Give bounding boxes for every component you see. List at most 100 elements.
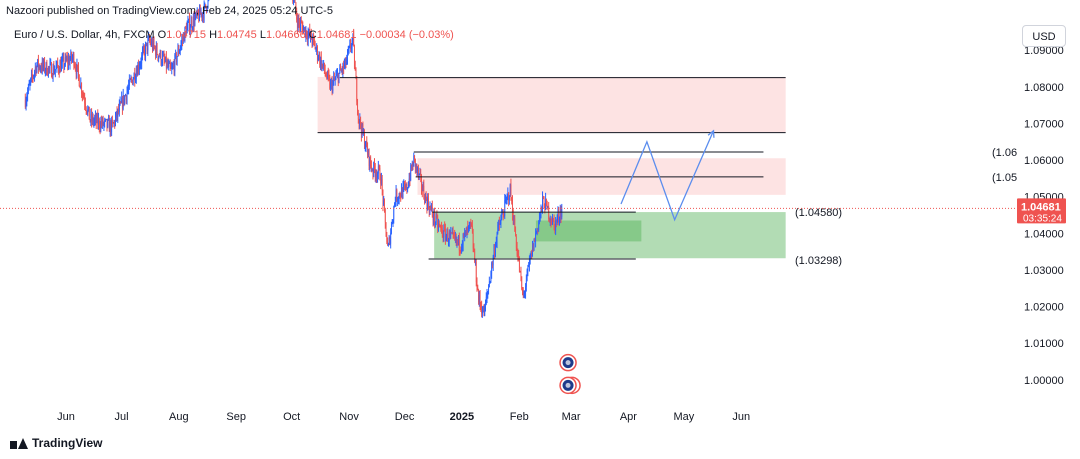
candle-body (300, 21, 302, 23)
candle-body (169, 62, 171, 67)
candle-body (422, 185, 424, 191)
candle (552, 217, 554, 223)
candle (47, 67, 49, 77)
candle (174, 53, 176, 77)
candle (350, 38, 352, 53)
candle-body (325, 73, 327, 77)
candle (203, 0, 205, 23)
candle-body (552, 217, 554, 220)
candle-body (142, 51, 143, 56)
candle-body (467, 227, 469, 229)
candle-body (519, 259, 520, 272)
candle (54, 69, 56, 78)
candle-body (31, 74, 32, 79)
candle-body (67, 58, 69, 64)
y-tick-label: 1.06000 (1024, 155, 1064, 167)
candle (306, 30, 308, 46)
candle (431, 203, 433, 212)
candle-body (145, 44, 146, 57)
candle-body (370, 157, 372, 166)
candle (145, 41, 147, 62)
candle (498, 216, 500, 231)
candle-body (92, 116, 94, 124)
candle-body (61, 58, 63, 63)
candle-body (423, 185, 425, 198)
candle-body (512, 200, 513, 216)
candle (310, 31, 312, 43)
candle-body (78, 66, 79, 76)
candle-body (508, 193, 510, 201)
candle (550, 218, 552, 228)
candle (499, 219, 501, 225)
candle-body (195, 13, 197, 18)
candle (32, 74, 34, 83)
candle (383, 195, 385, 206)
candle (298, 13, 300, 28)
candle (199, 4, 201, 22)
candle-body (51, 63, 52, 77)
candle (178, 49, 180, 54)
candle (129, 77, 131, 81)
candle (486, 288, 488, 304)
candle-body (129, 79, 131, 80)
candle (332, 79, 334, 94)
candle (477, 284, 479, 291)
high-value: 1.04745 (217, 29, 257, 41)
candle (398, 192, 400, 205)
candle-body (88, 106, 89, 109)
candle (339, 64, 341, 74)
candle (409, 172, 411, 187)
candle (49, 57, 51, 74)
currency-button[interactable]: USD (1022, 25, 1066, 47)
candle-body (108, 119, 109, 121)
candle-body (444, 227, 446, 230)
candle (547, 205, 549, 209)
candle-body (446, 230, 448, 236)
candle-body (350, 47, 352, 49)
candle (200, 7, 202, 18)
candle-body (392, 219, 394, 224)
candle (77, 62, 79, 81)
candle-body (339, 67, 341, 73)
candle-body (418, 168, 419, 176)
candle (158, 53, 160, 58)
candle (347, 49, 349, 65)
candle (34, 62, 36, 78)
candle-body (44, 70, 46, 72)
candle (33, 74, 35, 80)
candle (388, 234, 390, 246)
candle (179, 45, 181, 56)
candle-body (41, 68, 42, 71)
candle-body (368, 149, 370, 166)
x-tick-label: Feb (510, 411, 529, 423)
candle (296, 13, 298, 35)
candle-body (491, 263, 493, 274)
candle (202, 6, 204, 24)
candle-body (371, 165, 372, 171)
candle (508, 192, 510, 207)
candle (323, 62, 325, 75)
candle (29, 79, 31, 91)
candle (457, 239, 459, 246)
candle (207, 0, 209, 9)
candle-body (56, 62, 58, 67)
candle (336, 68, 338, 79)
candle (52, 63, 54, 82)
candle (40, 62, 42, 74)
candle-body (556, 218, 558, 222)
close-label: C (308, 29, 317, 41)
candle (98, 117, 100, 133)
candle (421, 174, 423, 195)
candle-body (147, 39, 149, 51)
candle (325, 72, 327, 78)
candle (427, 193, 429, 211)
candle-body (375, 174, 377, 177)
candle (471, 222, 473, 227)
candle-body (482, 311, 483, 314)
candle-body (358, 119, 360, 124)
candle-body (139, 64, 141, 67)
candle-body (384, 201, 385, 210)
candle (420, 168, 422, 183)
tradingview-brand[interactable]: TradingView (10, 436, 102, 450)
